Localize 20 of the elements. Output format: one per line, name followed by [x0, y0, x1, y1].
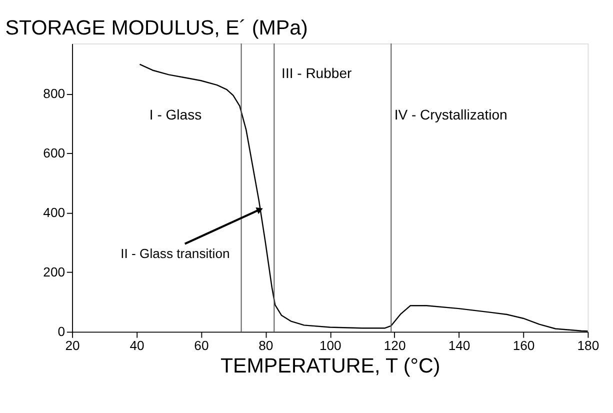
y-tick-label: 0 — [58, 324, 66, 339]
annotation: III - Rubber — [282, 64, 352, 81]
x-tick-label: 20 — [65, 338, 80, 353]
y-tick-label: 800 — [43, 86, 66, 102]
annotation: IV - Crystallization — [394, 106, 508, 122]
x-tick-label: 140 — [448, 338, 470, 353]
x-tick-label: 40 — [130, 338, 144, 353]
y-tick-label: 600 — [43, 146, 66, 161]
x-tick-label: 160 — [512, 338, 535, 353]
annotation: II - Glass transition — [120, 246, 230, 261]
y-tick-label: 200 — [43, 264, 66, 280]
x-tick-label: 100 — [319, 338, 342, 353]
x-tick-label: 60 — [194, 338, 209, 353]
x-axis-title: TEMPERATURE, T (°C) — [220, 354, 440, 378]
x-tick-label: 80 — [258, 338, 274, 353]
annotation: I - Glass — [149, 106, 202, 122]
x-tick-label: 180 — [577, 338, 600, 353]
chart-title: STORAGE MODULUS, E´ (MPa) — [5, 16, 308, 40]
x-tick-label: 120 — [384, 338, 406, 353]
y-tick-label: 400 — [43, 205, 66, 220]
